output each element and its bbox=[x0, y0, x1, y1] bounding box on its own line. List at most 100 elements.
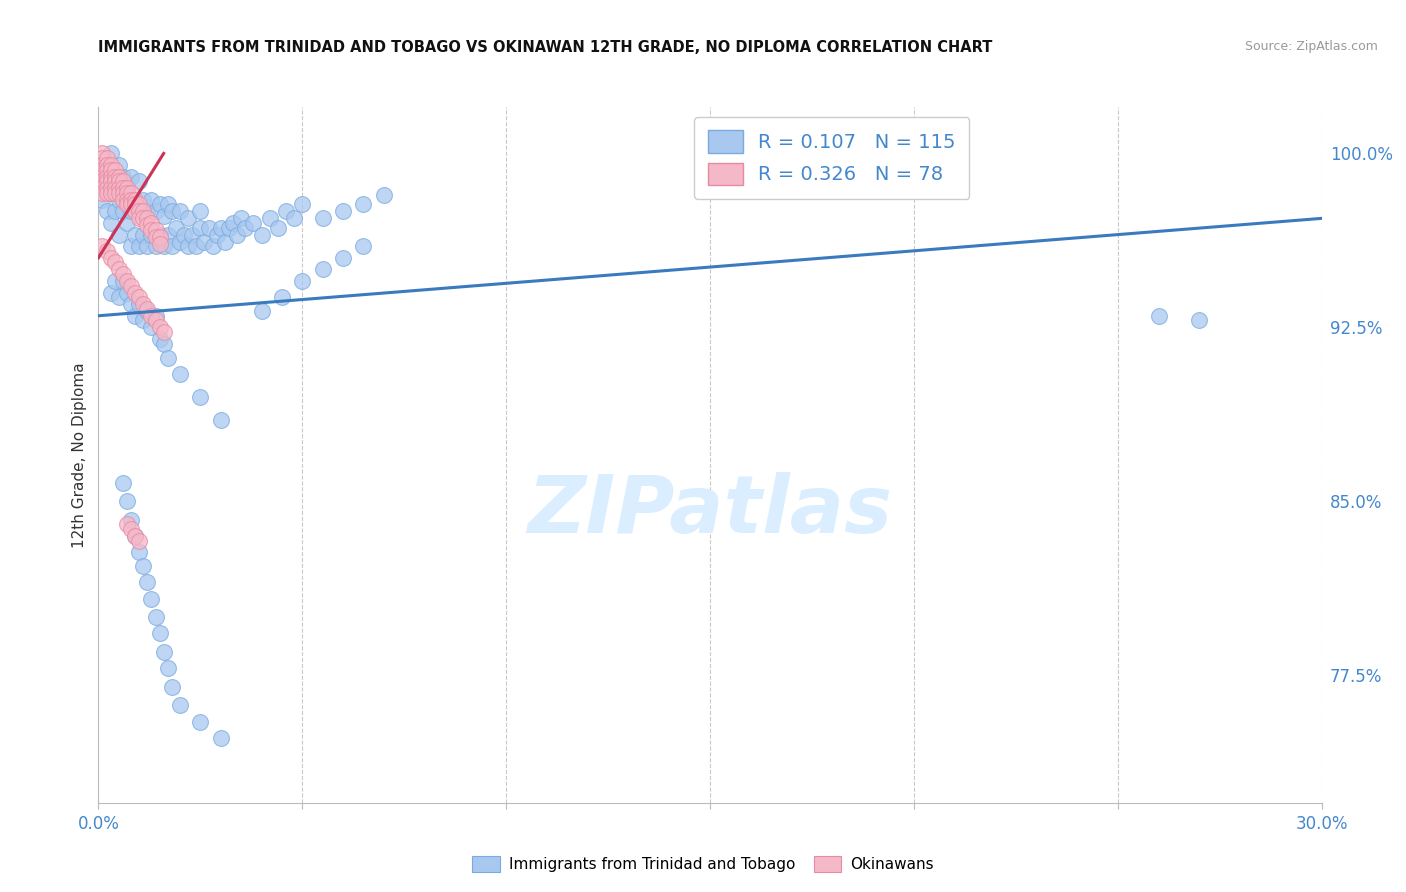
Point bbox=[352, 197, 374, 211]
Point bbox=[165, 220, 187, 235]
Point bbox=[242, 216, 264, 230]
Point bbox=[128, 533, 150, 548]
Point bbox=[100, 186, 122, 200]
Point bbox=[312, 211, 335, 226]
Point bbox=[173, 227, 195, 242]
Point bbox=[332, 251, 354, 265]
Point bbox=[145, 309, 167, 323]
Point bbox=[128, 545, 150, 559]
Point bbox=[128, 174, 150, 188]
Point bbox=[141, 193, 163, 207]
Point bbox=[100, 181, 122, 195]
Point bbox=[197, 220, 219, 235]
Point bbox=[169, 204, 191, 219]
Point bbox=[169, 367, 191, 381]
Point bbox=[104, 169, 127, 184]
Point bbox=[100, 162, 122, 177]
Point bbox=[120, 278, 142, 293]
Point bbox=[149, 626, 172, 640]
Point bbox=[100, 174, 122, 188]
Point bbox=[108, 227, 131, 242]
Point bbox=[132, 211, 155, 226]
Point bbox=[120, 513, 142, 527]
Point bbox=[111, 181, 134, 195]
Point bbox=[149, 332, 172, 346]
Point bbox=[111, 169, 134, 184]
Point bbox=[104, 204, 127, 219]
Point bbox=[226, 227, 249, 242]
Point bbox=[128, 204, 150, 219]
Point bbox=[149, 236, 172, 251]
Point bbox=[111, 174, 134, 188]
Point bbox=[270, 290, 294, 304]
Point bbox=[104, 186, 127, 200]
Point bbox=[149, 197, 172, 211]
Point bbox=[91, 193, 114, 207]
Point bbox=[111, 204, 134, 219]
Point bbox=[160, 680, 183, 694]
Point bbox=[186, 239, 208, 253]
Point bbox=[132, 559, 155, 574]
Point bbox=[136, 301, 159, 316]
Point bbox=[152, 645, 174, 659]
Point bbox=[91, 158, 114, 172]
Point bbox=[124, 197, 146, 211]
Point bbox=[120, 197, 142, 211]
Point bbox=[132, 297, 155, 311]
Point bbox=[96, 162, 118, 177]
Legend: Immigrants from Trinidad and Tobago, Okinawans: Immigrants from Trinidad and Tobago, Oki… bbox=[464, 848, 942, 880]
Point bbox=[156, 661, 179, 675]
Point bbox=[128, 239, 150, 253]
Point bbox=[104, 274, 127, 288]
Point bbox=[108, 174, 131, 188]
Point bbox=[124, 309, 146, 323]
Point bbox=[188, 220, 212, 235]
Point bbox=[312, 262, 335, 277]
Point bbox=[160, 239, 183, 253]
Point bbox=[145, 223, 167, 237]
Point bbox=[145, 230, 167, 244]
Point bbox=[152, 209, 174, 223]
Point bbox=[120, 186, 142, 200]
Point bbox=[250, 227, 273, 242]
Point bbox=[218, 220, 240, 235]
Point bbox=[222, 216, 245, 230]
Point bbox=[100, 146, 122, 161]
Point bbox=[259, 211, 281, 226]
Point bbox=[120, 239, 142, 253]
Point bbox=[141, 320, 163, 334]
Point bbox=[156, 351, 179, 365]
Point bbox=[132, 193, 155, 207]
Point bbox=[104, 181, 127, 195]
Point bbox=[145, 313, 167, 327]
Point bbox=[115, 285, 138, 300]
Point bbox=[91, 174, 114, 188]
Point bbox=[96, 169, 118, 184]
Point bbox=[100, 169, 122, 184]
Point bbox=[115, 197, 138, 211]
Point bbox=[156, 197, 179, 211]
Point bbox=[115, 494, 138, 508]
Point bbox=[100, 181, 122, 195]
Point bbox=[115, 517, 138, 532]
Text: Source: ZipAtlas.com: Source: ZipAtlas.com bbox=[1244, 40, 1378, 54]
Point bbox=[214, 235, 236, 249]
Point bbox=[136, 239, 159, 253]
Point bbox=[267, 220, 290, 235]
Point bbox=[1147, 309, 1170, 323]
Legend: R = 0.107   N = 115, R = 0.326   N = 78: R = 0.107 N = 115, R = 0.326 N = 78 bbox=[695, 117, 969, 199]
Point bbox=[128, 204, 150, 219]
Point bbox=[91, 146, 114, 161]
Point bbox=[108, 262, 131, 277]
Point bbox=[136, 304, 159, 318]
Point bbox=[115, 216, 138, 230]
Point bbox=[115, 181, 138, 195]
Point bbox=[120, 169, 142, 184]
Point bbox=[124, 193, 146, 207]
Point bbox=[108, 181, 131, 195]
Point bbox=[104, 255, 127, 269]
Point bbox=[233, 220, 256, 235]
Point bbox=[108, 186, 131, 200]
Point bbox=[111, 267, 134, 281]
Point bbox=[188, 390, 212, 404]
